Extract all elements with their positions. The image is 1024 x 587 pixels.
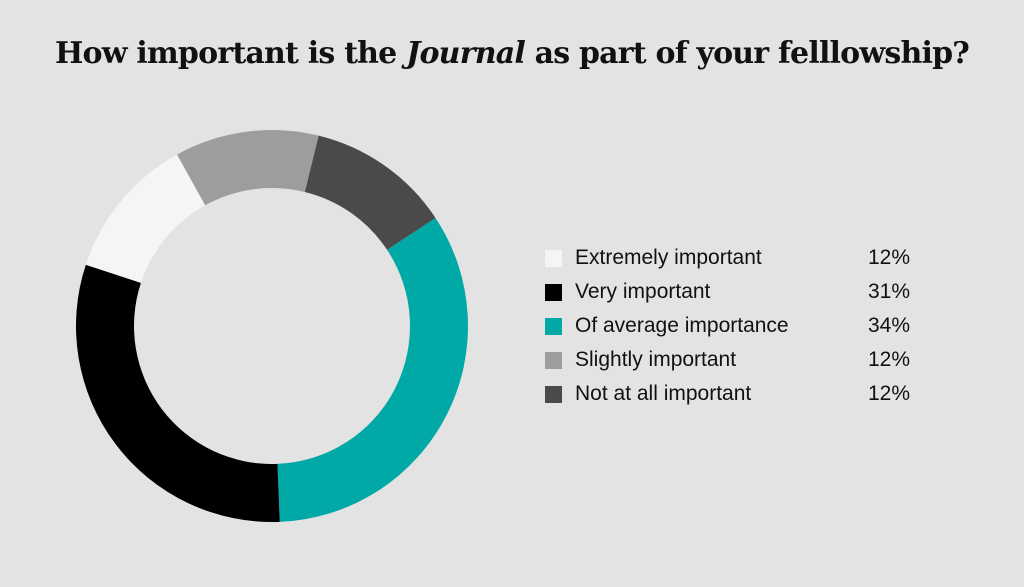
legend-swatch xyxy=(545,318,562,335)
donut-slice-slightly-important xyxy=(176,130,319,206)
donut-slice-not-at-all-important xyxy=(304,135,436,250)
legend-item: Very important 31% xyxy=(545,275,925,309)
legend-value: 12% xyxy=(867,246,910,269)
chart-title-part-2: as part of your felllowship? xyxy=(524,36,970,71)
legend-label: Extremely important xyxy=(575,246,762,269)
legend-value: 12% xyxy=(867,348,910,371)
legend-item: Not at all important 12% xyxy=(545,377,925,411)
legend-value: 31% xyxy=(867,280,910,303)
legend-label: Not at all important xyxy=(575,382,752,405)
legend-label: Of average importance xyxy=(575,314,789,337)
legend-label: Very important xyxy=(575,280,711,303)
legend: Extremely important 12% Very important 31% O… xyxy=(545,241,925,411)
legend-swatch xyxy=(545,250,562,267)
legend-item: Slightly important 12% xyxy=(545,343,925,377)
donut-slice-of-average-importance xyxy=(277,217,469,522)
chart-title: How important is the Journal as part of … xyxy=(0,36,1024,71)
legend-swatch xyxy=(545,352,562,369)
legend-value: 12% xyxy=(867,382,910,405)
legend-item: Extremely important 12% xyxy=(545,241,925,275)
legend-item: Of average importance 34% xyxy=(545,309,925,343)
chart-title-emphasis: Journal xyxy=(406,36,526,71)
legend-label: Slightly important xyxy=(575,348,737,371)
legend-value: 34% xyxy=(867,314,910,337)
donut-slice-extremely-important xyxy=(85,154,206,283)
chart-title-part-1: How important is the xyxy=(54,36,407,71)
donut-slice-very-important xyxy=(76,264,280,522)
legend-swatch xyxy=(545,386,562,403)
legend-swatch xyxy=(545,284,562,301)
